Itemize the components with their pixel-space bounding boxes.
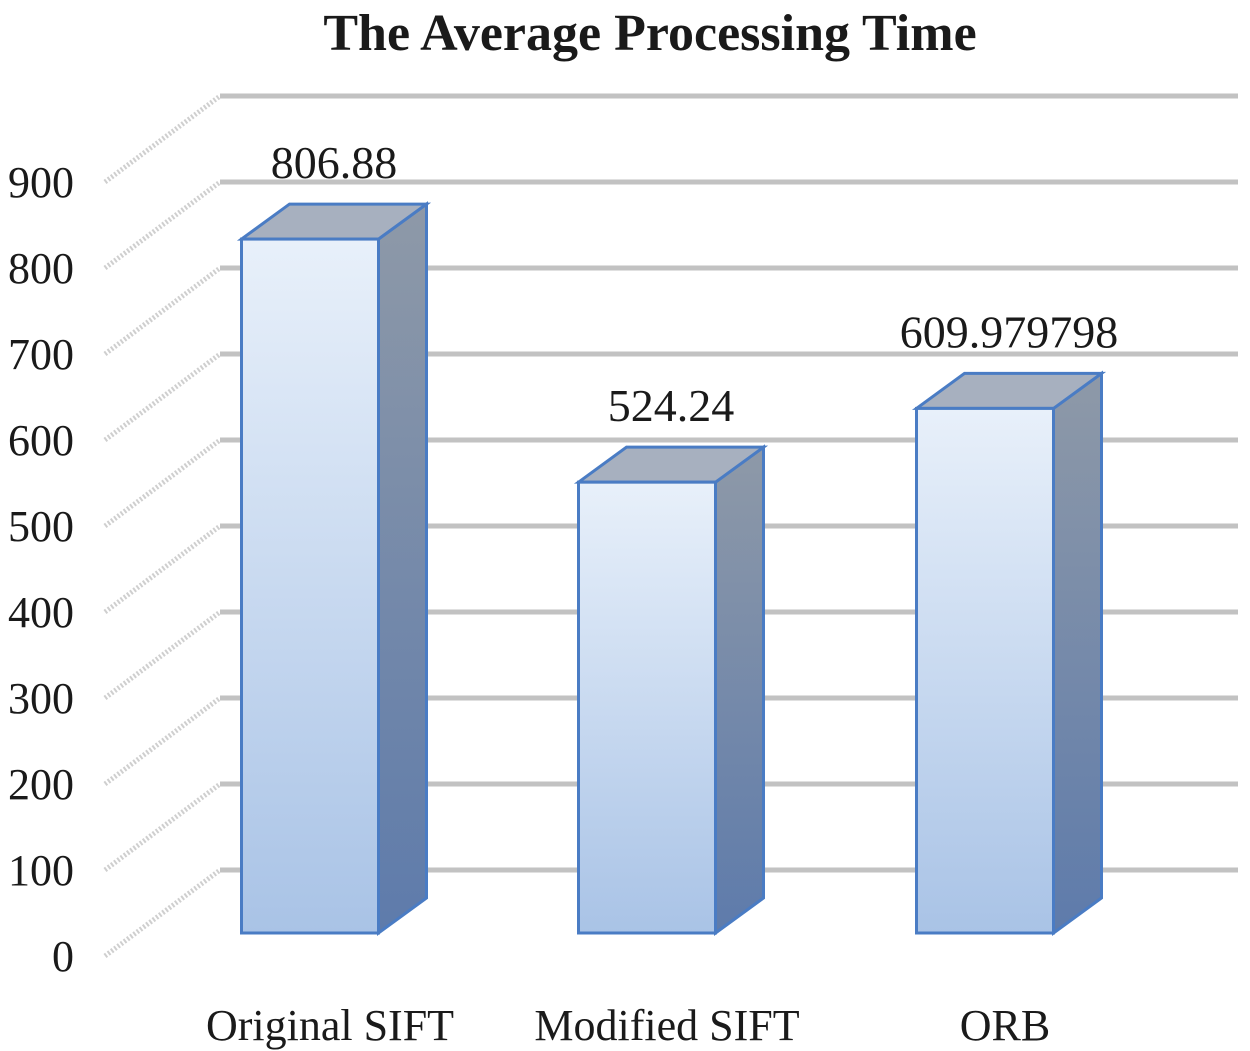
bar-side-face [714, 444, 765, 936]
y-tick-label: 300 [8, 674, 74, 723]
gridline-side [103, 265, 222, 357]
x-category-label: ORB [960, 1001, 1050, 1050]
gridline-side [103, 93, 222, 185]
y-tick-label: 500 [8, 502, 74, 551]
y-axis-ticks: 0 100 200 300 400 500 600 700 800 900 [8, 158, 74, 981]
y-tick-label: 0 [52, 932, 74, 981]
gridline-side [103, 867, 222, 959]
gridline-side [103, 437, 222, 529]
y-tick-label: 600 [8, 416, 74, 465]
gridline-side [103, 523, 222, 615]
data-label: 806.88 [271, 137, 398, 188]
gridline-side [103, 179, 222, 271]
gridline-side [103, 351, 222, 443]
bar-front-face [577, 480, 717, 935]
y-tick-label: 100 [8, 846, 74, 895]
bar-side-face [377, 201, 428, 936]
bar [573, 444, 769, 936]
bar-front-face [240, 237, 380, 935]
bar [911, 370, 1107, 936]
gridline-side [103, 781, 222, 873]
bar [236, 201, 432, 936]
x-category-label: Original SIFT [206, 1001, 454, 1050]
y-tick-label: 800 [8, 244, 74, 293]
bars: 806.88 524.24 609.979798 [236, 137, 1119, 936]
bar-front-face [915, 406, 1055, 935]
bar-side-face [1052, 370, 1103, 936]
y-tick-label: 200 [8, 760, 74, 809]
gridline-side [103, 695, 222, 787]
x-category-label: Modified SIFT [534, 1001, 799, 1050]
gridline-side [103, 609, 222, 701]
data-label: 609.979798 [900, 306, 1119, 357]
data-label: 524.24 [608, 380, 735, 431]
chart-title: The Average Processing Time [323, 5, 976, 62]
x-axis-categories: Original SIFT Modified SIFT ORB [206, 1001, 1050, 1050]
y-tick-label: 400 [8, 588, 74, 637]
y-tick-label: 700 [8, 330, 74, 379]
y-tick-label: 900 [8, 158, 74, 207]
